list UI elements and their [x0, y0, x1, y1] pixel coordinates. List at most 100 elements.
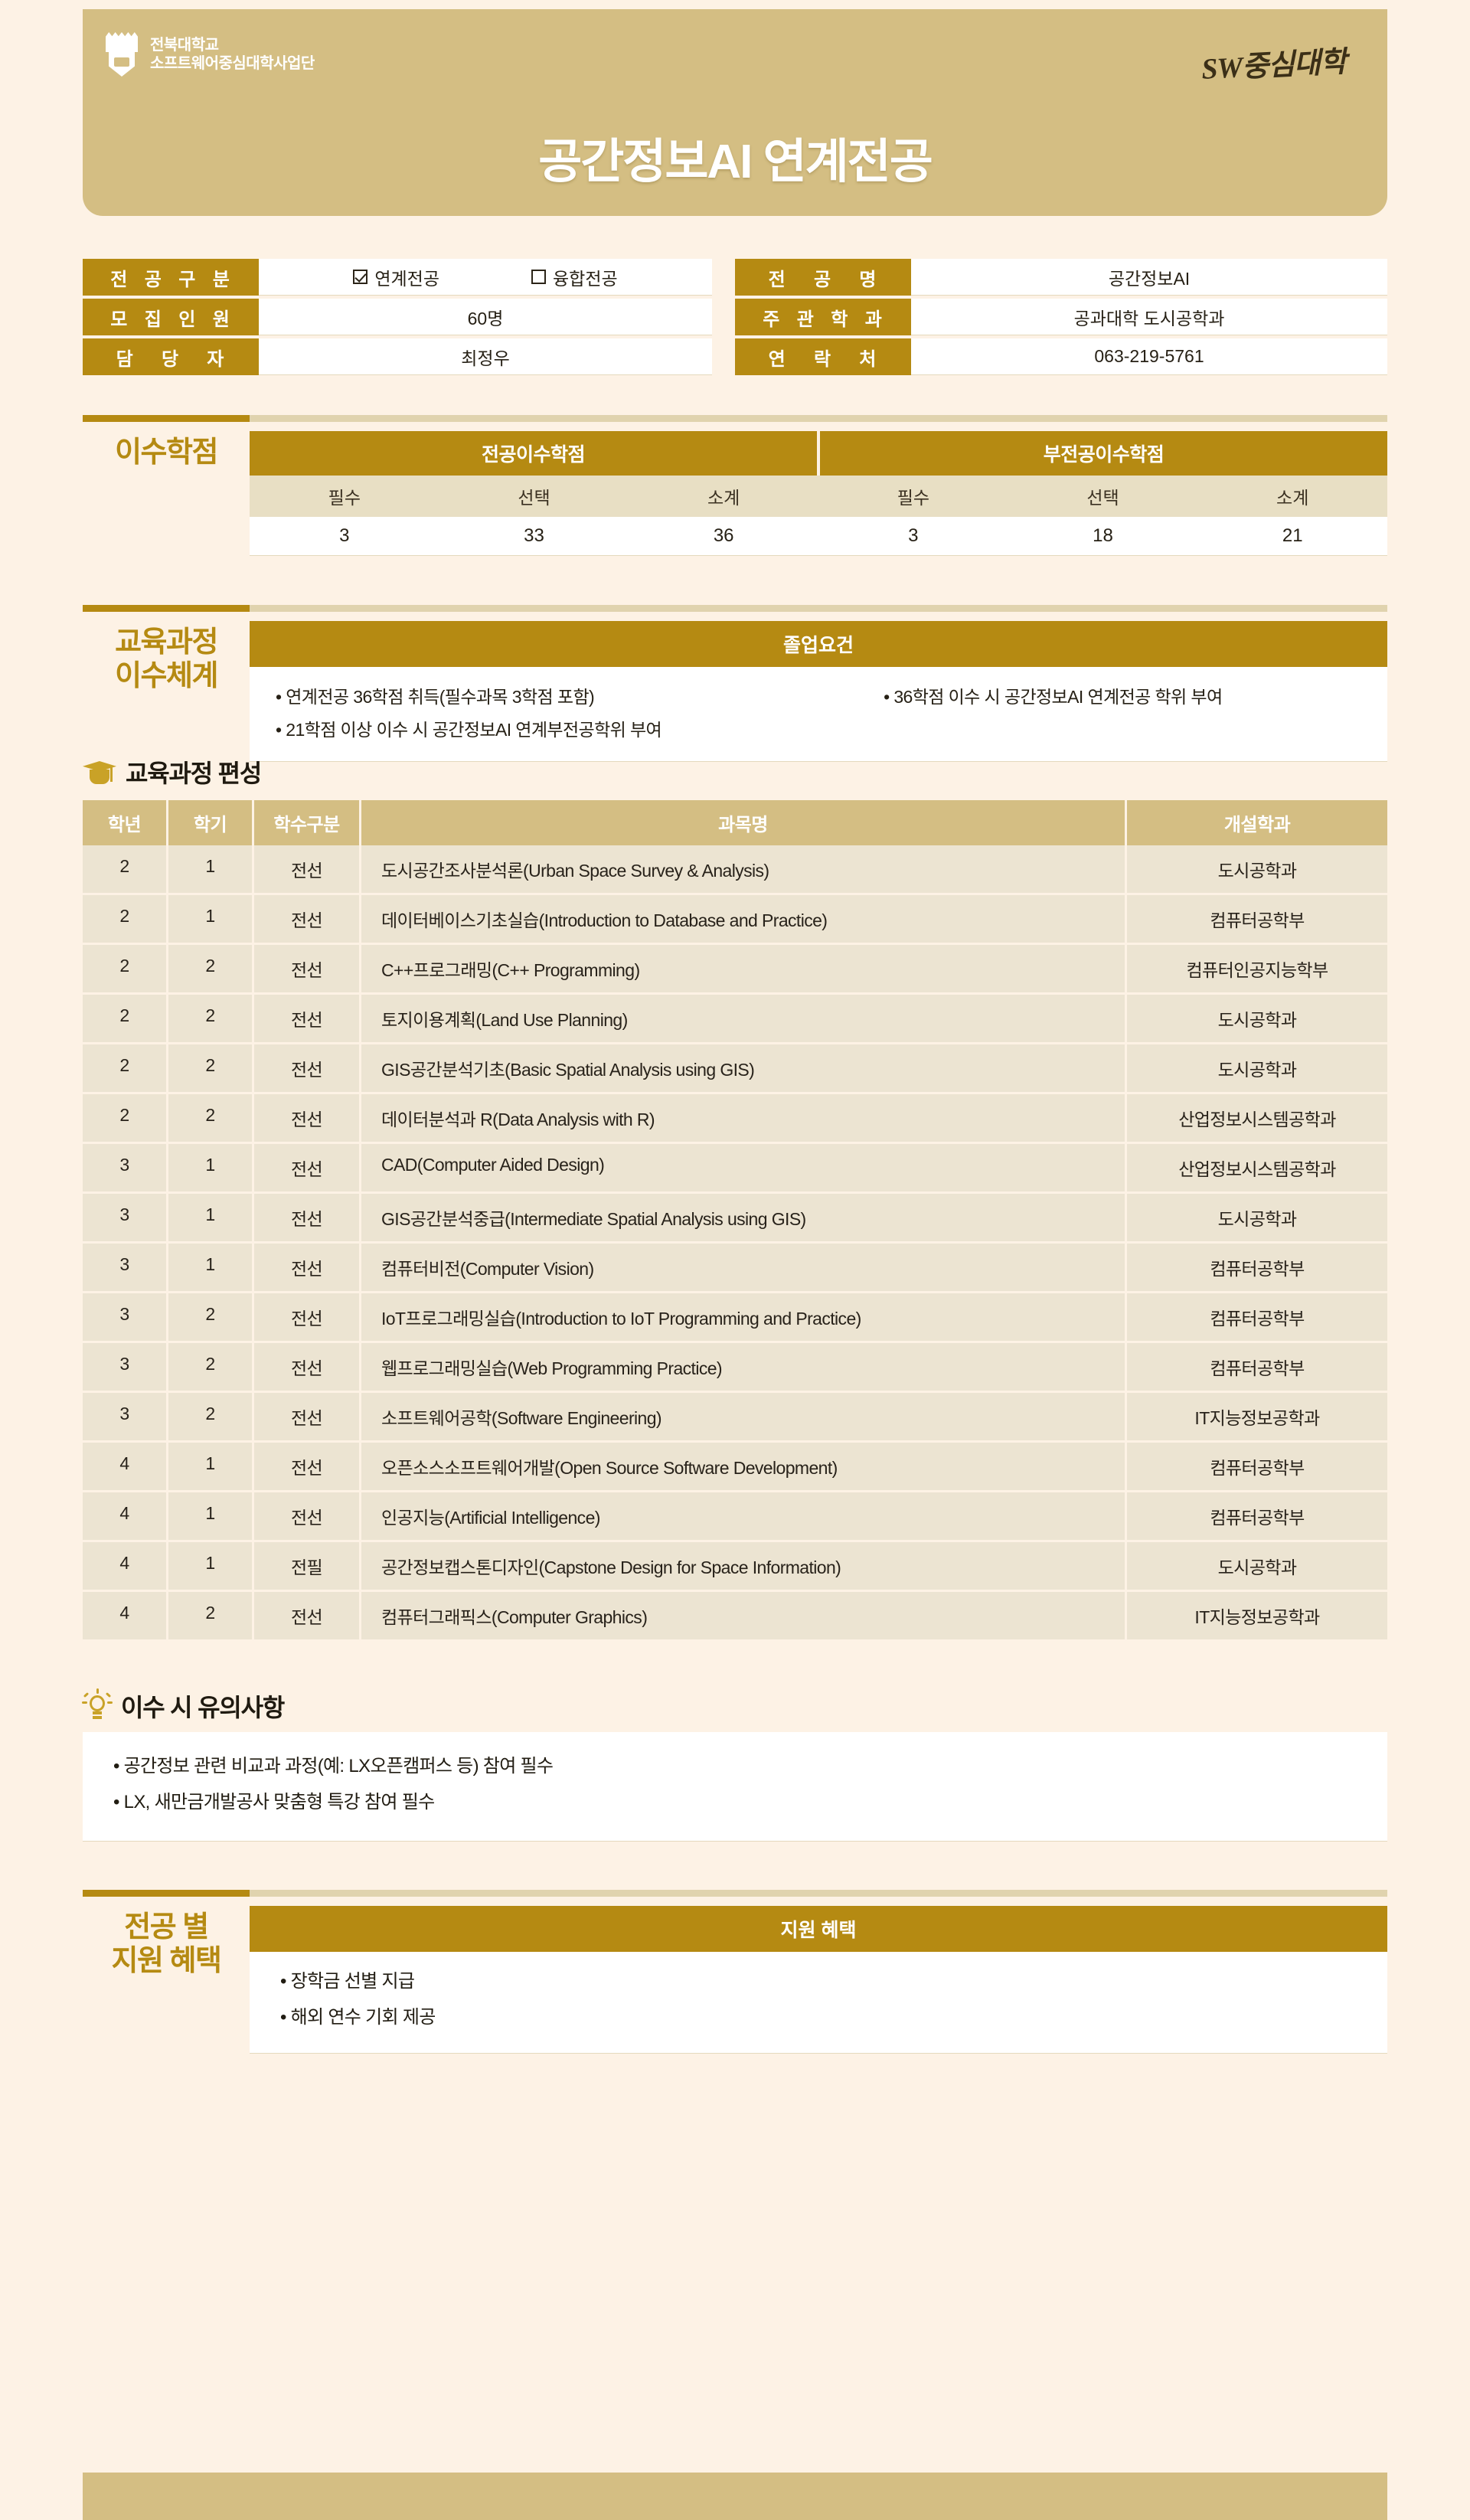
cell-type: 전선: [254, 1144, 361, 1194]
table-row: 4 1 전선 인공지능(Artificial Intelligence) 컴퓨터공학부: [83, 1492, 1387, 1542]
table-row: 2 2 전선 토지이용계획(Land Use Planning) 도시공학과: [83, 995, 1387, 1044]
table-row: 3 2 전선 IoT프로그래밍실습(Introduction to IoT Progr…: [83, 1293, 1387, 1343]
graduation-requirements-body: • 연계전공 36학점 취득(필수과목 3학점 포함) • 21학점 이상 이수…: [250, 667, 1387, 763]
table-row: 2 1 전선 도시공간조사분석론(Urban Space Survey & Analy…: [83, 845, 1387, 895]
cell-type: 전필: [254, 1542, 361, 1592]
cell-year: 2: [83, 1044, 168, 1094]
cell-course-name: 컴퓨터그래픽스(Computer Graphics): [361, 1592, 1127, 1639]
cell-course-name: C++프로그래밍(C++ Programming): [361, 945, 1127, 995]
cell-course-name: 데이터분석과 R(Data Analysis with R): [361, 1094, 1127, 1144]
course-section-heading: 교육과정 편성: [83, 754, 262, 789]
cell-department: 컴퓨터공학부: [1127, 1343, 1387, 1393]
cell-semester: 2: [168, 995, 254, 1044]
cell-type: 전선: [254, 995, 361, 1044]
column-header-year: 학년: [83, 800, 168, 845]
cell-semester: 2: [168, 1343, 254, 1393]
checkbox-unchecked-icon[interactable]: [531, 270, 546, 284]
cell-year: 3: [83, 1194, 168, 1244]
crest-book-shield-icon: [104, 32, 139, 77]
cell-year: 4: [83, 1492, 168, 1542]
sw-brand-mark: SW중심대학: [1200, 46, 1348, 86]
cell-type: 전선: [254, 1592, 361, 1639]
university-name: 전북대학교: [150, 36, 219, 54]
notices-title: 이수 시 유의사항: [121, 1694, 285, 1721]
section-rule: [83, 1890, 1387, 1897]
notices-heading: 이수 시 유의사항: [82, 1688, 285, 1724]
benefit-item: • 장학금 선별 지급: [280, 1971, 415, 1992]
requirement-item: • 21학점 이상 이수 시 공간정보AI 연계부전공학위 부여: [276, 719, 662, 740]
cell-year: 2: [83, 945, 168, 995]
choice-yunghap[interactable]: 융합전공: [531, 264, 618, 290]
notice-item: • LX, 새만금개발공사 맞춤형 특강 참여 필수: [113, 1791, 435, 1812]
section-title: 전공 별 지원 혜택: [83, 1906, 250, 2054]
cell-semester: 1: [168, 1144, 254, 1194]
program-office-name: 소프트웨어중심대학사업단: [150, 55, 315, 72]
cell-semester: 1: [168, 1244, 254, 1293]
choice-yeongye[interactable]: 연계전공: [353, 264, 439, 290]
cell-course-name: 도시공간조사분석론(Urban Space Survey & Analysis): [361, 845, 1127, 895]
choice-label: 융합전공: [553, 268, 618, 289]
cell-type: 전선: [254, 1343, 361, 1393]
section-title: 교육과정 이수체계: [83, 621, 250, 762]
benefits-section: 전공 별 지원 혜택 지원 혜택 • 장학금 선별 지급 • 해외 연수 기회 …: [83, 1890, 1387, 2054]
credits-section: 이수학점 전공이수학점 부전공이수학점 필수 선택 소계 필수 선택 소계 3 …: [83, 415, 1387, 556]
course-table: 학년 학기 학수구분 과목명 개설학과 2 1 전선 도시공간조사분석론(Urban …: [83, 800, 1387, 1639]
table-row: 2 2 전선 데이터분석과 R(Data Analysis with R) 산업정보시스…: [83, 1094, 1387, 1144]
cell-course-name: GIS공간분석중급(Intermediate Spatial Analysis …: [361, 1194, 1127, 1244]
footer-bar: [83, 2473, 1387, 2520]
table-row: 2 1 전선 데이터베이스기초실습(Introduction to Database …: [83, 895, 1387, 945]
column-header-course-name: 과목명: [361, 800, 1127, 845]
credit-value: 3: [339, 525, 350, 546]
column-header: 소계: [707, 488, 740, 508]
requirement-item: • 연계전공 36학점 취득(필수과목 3학점 포함): [276, 687, 595, 707]
benefit-item: • 해외 연수 기회 제공: [280, 2006, 436, 2028]
column-header: 필수: [897, 488, 930, 508]
column-header: 소계: [1276, 488, 1309, 508]
cell-year: 3: [83, 1244, 168, 1293]
row-value: 60명: [259, 299, 712, 335]
table-row: 4 2 전선 컴퓨터그래픽스(Computer Graphics) IT지능정보공학과: [83, 1592, 1387, 1639]
cell-year: 3: [83, 1144, 168, 1194]
cell-department: 산업정보시스템공학과: [1127, 1144, 1387, 1194]
cell-semester: 2: [168, 1393, 254, 1443]
cell-department: IT지능정보공학과: [1127, 1592, 1387, 1639]
section-title-line2: 이수체계: [115, 660, 218, 693]
cell-semester: 2: [168, 1592, 254, 1639]
cell-course-name: 토지이용계획(Land Use Planning): [361, 995, 1127, 1044]
table-row: 3 2 전선 웹프로그래밍실습(Web Programming Practice) 컴퓨…: [83, 1343, 1387, 1393]
cell-course-name: 오픈소스소프트웨어개발(Open Source Software Develop…: [361, 1443, 1127, 1492]
credit-value: 33: [524, 525, 544, 546]
cell-type: 전선: [254, 1244, 361, 1293]
cell-course-name: GIS공간분석기초(Basic Spatial Analysis using G…: [361, 1044, 1127, 1094]
column-header: 선택: [1086, 488, 1119, 508]
cell-semester: 1: [168, 1443, 254, 1492]
cell-year: 3: [83, 1393, 168, 1443]
column-header-type: 학수구분: [254, 800, 361, 845]
column-header: 선택: [518, 488, 550, 508]
cell-semester: 1: [168, 1542, 254, 1592]
cell-type: 전선: [254, 1443, 361, 1492]
section-title-line2: 지원 혜택: [111, 1945, 222, 1978]
cell-department: 도시공학과: [1127, 1044, 1387, 1094]
cell-department: 도시공학과: [1127, 845, 1387, 895]
cell-year: 2: [83, 1094, 168, 1144]
table-body: 2 1 전선 도시공간조사분석론(Urban Space Survey & Analy…: [83, 845, 1387, 1639]
cell-type: 전선: [254, 1293, 361, 1343]
cell-type: 전선: [254, 1492, 361, 1542]
cell-department: 컴퓨터공학부: [1127, 1293, 1387, 1343]
cell-year: 2: [83, 845, 168, 895]
credit-group-header: 전공이수학점: [250, 431, 817, 476]
cell-year: 2: [83, 995, 168, 1044]
checkbox-checked-icon[interactable]: [353, 270, 368, 284]
table-row: 3 1 전선 CAD(Computer Aided Design) 산업정보시스템공학과: [83, 1144, 1387, 1194]
graduation-cap-icon: [83, 757, 116, 787]
cell-type: 전선: [254, 1044, 361, 1094]
